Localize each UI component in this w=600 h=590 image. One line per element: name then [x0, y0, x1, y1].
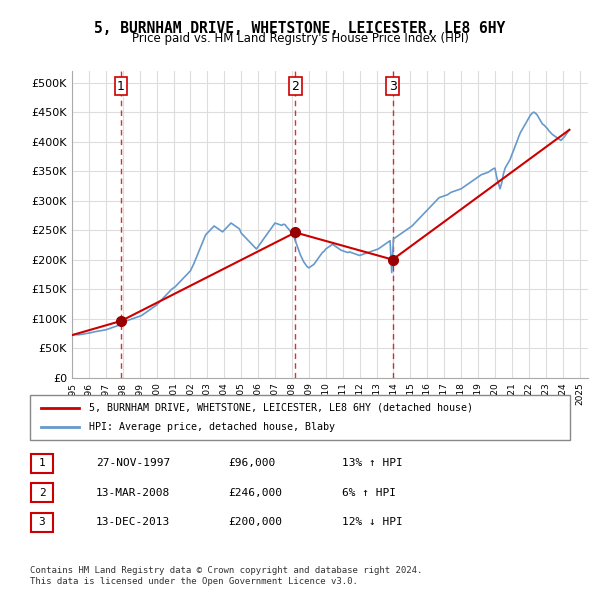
Text: 13% ↑ HPI: 13% ↑ HPI	[342, 458, 403, 468]
Text: 12% ↓ HPI: 12% ↓ HPI	[342, 517, 403, 527]
Text: 1: 1	[38, 458, 46, 468]
Text: 27-NOV-1997: 27-NOV-1997	[96, 458, 170, 468]
Text: 6% ↑ HPI: 6% ↑ HPI	[342, 488, 396, 497]
Text: 5, BURNHAM DRIVE, WHETSTONE, LEICESTER, LE8 6HY (detached house): 5, BURNHAM DRIVE, WHETSTONE, LEICESTER, …	[89, 403, 473, 412]
Text: 2: 2	[38, 488, 46, 497]
FancyBboxPatch shape	[31, 483, 53, 502]
Text: 3: 3	[389, 80, 397, 93]
FancyBboxPatch shape	[30, 395, 570, 440]
Text: £96,000: £96,000	[228, 458, 275, 468]
Text: Price paid vs. HM Land Registry's House Price Index (HPI): Price paid vs. HM Land Registry's House …	[131, 32, 469, 45]
Text: £200,000: £200,000	[228, 517, 282, 527]
Text: Contains HM Land Registry data © Crown copyright and database right 2024.
This d: Contains HM Land Registry data © Crown c…	[30, 566, 422, 586]
FancyBboxPatch shape	[31, 454, 53, 473]
Text: 5, BURNHAM DRIVE, WHETSTONE, LEICESTER, LE8 6HY: 5, BURNHAM DRIVE, WHETSTONE, LEICESTER, …	[94, 21, 506, 35]
Text: £246,000: £246,000	[228, 488, 282, 497]
FancyBboxPatch shape	[31, 513, 53, 532]
Text: HPI: Average price, detached house, Blaby: HPI: Average price, detached house, Blab…	[89, 422, 335, 432]
Text: 13-DEC-2013: 13-DEC-2013	[96, 517, 170, 527]
Text: 3: 3	[38, 517, 46, 527]
Text: 2: 2	[292, 80, 299, 93]
Text: 1: 1	[117, 80, 125, 93]
Text: 13-MAR-2008: 13-MAR-2008	[96, 488, 170, 497]
